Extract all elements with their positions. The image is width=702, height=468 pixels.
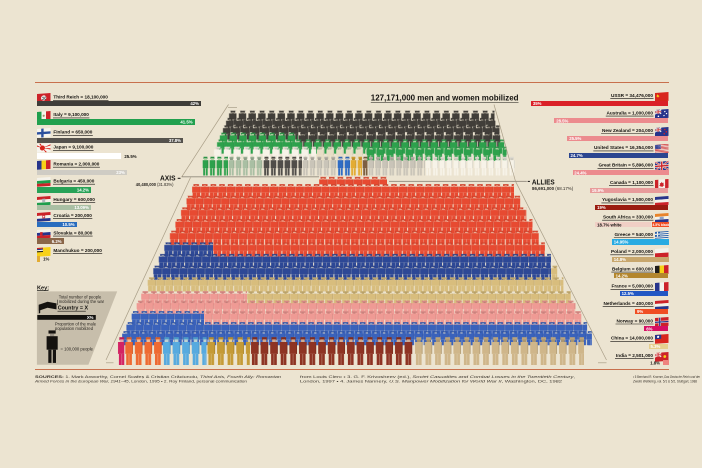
svg-text:population mobilized: population mobilized xyxy=(55,326,94,331)
svg-text:India = 2,501,000: India = 2,501,000 xyxy=(616,353,653,359)
svg-text:4.5% black: 4.5% black xyxy=(653,223,670,227)
svg-text:Canada = 1,100,000: Canada = 1,100,000 xyxy=(610,180,653,186)
svg-text:6.2%: 6.2% xyxy=(52,239,62,244)
svg-text:5.3%: 5.3% xyxy=(651,344,661,349)
svg-text:Hungary = 600,000: Hungary = 600,000 xyxy=(53,197,95,203)
svg-text:Japan = 9,100,000: Japan = 9,100,000 xyxy=(53,145,93,151)
svg-text:Bulgaria = 450,000: Bulgaria = 450,000 xyxy=(53,178,94,184)
svg-text:Australia = 1,000,000: Australia = 1,000,000 xyxy=(607,110,654,116)
svg-text:mobilized during the war: mobilized during the war xyxy=(59,299,105,304)
svg-text:19%: 19% xyxy=(597,205,606,210)
svg-text:Armed Forces in the European W: Armed Forces in the European War, 1941–4… xyxy=(34,378,247,383)
svg-text:London, 1997 • 4. James Nanner: London, 1997 • 4. James Nannery, U.S. Ma… xyxy=(300,378,562,383)
svg-text:37.8%: 37.8% xyxy=(169,138,181,143)
svg-text:24.7%: 24.7% xyxy=(571,153,583,158)
svg-text:United States = 16,354,000: United States = 16,354,000 xyxy=(594,145,653,151)
svg-text:10.5%: 10.5% xyxy=(62,222,74,227)
svg-text:Third Reich = 18,100,000: Third Reich = 18,100,000 xyxy=(53,95,108,101)
svg-text:6%: 6% xyxy=(646,326,652,331)
svg-text:Romania = 2,000,000: Romania = 2,000,000 xyxy=(53,161,99,167)
svg-text:Croatia = 200,000: Croatia = 200,000 xyxy=(53,213,92,219)
svg-text:AXIS: AXIS xyxy=(160,173,176,182)
svg-text:South Africa = 330,000: South Africa = 330,000 xyxy=(603,214,653,220)
svg-text:23%: 23% xyxy=(116,170,125,175)
svg-text:1%: 1% xyxy=(43,256,49,261)
svg-text:= 100,000 people: = 100,000 people xyxy=(61,346,94,351)
svg-text:Netherlands = 400,000: Netherlands = 400,000 xyxy=(604,301,654,307)
svg-text:25.5%: 25.5% xyxy=(124,154,136,159)
svg-text:42%: 42% xyxy=(190,101,199,106)
svg-text:Finland = 650,000: Finland = 650,000 xyxy=(53,130,92,136)
svg-text:14.8%: 14.8% xyxy=(614,257,626,262)
svg-text:Zweite Weltkrieg, vol. 5/1 & 5: Zweite Weltkrieg, vol. 5/1 & 5/2, Stuttg… xyxy=(632,378,697,383)
svg-text:86,691,000 (68.17%): 86,691,000 (68.17%) xyxy=(532,186,574,192)
svg-text:13.09%: 13.09% xyxy=(74,205,89,210)
svg-text:USSR = 34,476,000: USSR = 34,476,000 xyxy=(611,93,653,99)
svg-text:X%: X% xyxy=(87,315,94,320)
svg-text:28.5%: 28.5% xyxy=(556,118,568,123)
svg-text:9%: 9% xyxy=(637,309,643,314)
svg-text:China = 14,000,000: China = 14,000,000 xyxy=(611,336,653,342)
svg-text:ALLIES: ALLIES xyxy=(532,178,555,187)
svg-text:SOURCES: 1. Mark Axworthy, Cor: SOURCES: 1. Mark Axworthy, Cornel Scafeș… xyxy=(35,374,281,379)
svg-text:Proportion of the male: Proportion of the male xyxy=(55,322,97,327)
svg-text:Great Britain = 5,896,000: Great Britain = 5,896,000 xyxy=(599,163,654,169)
svg-text:Manchukuo = 200,000: Manchukuo = 200,000 xyxy=(53,248,102,254)
svg-text:Belgium = 600,000: Belgium = 600,000 xyxy=(612,266,653,272)
svg-text:from Louis Clerc • 3. G. F. Kr: from Louis Clerc • 3. G. F. Krivosheev (… xyxy=(300,374,575,379)
svg-text:14.2%: 14.2% xyxy=(616,273,628,278)
svg-text:Slovakia = 80,000: Slovakia = 80,000 xyxy=(53,230,92,236)
svg-text:19.9%: 19.9% xyxy=(592,188,604,193)
svg-text:Norway = 90,000: Norway = 90,000 xyxy=(617,318,654,324)
svg-text:14.2%: 14.2% xyxy=(77,187,89,192)
svg-text:Yugoslavia = 1,500,000: Yugoslavia = 1,500,000 xyxy=(602,197,653,203)
svg-text:41.5%: 41.5% xyxy=(180,120,192,125)
svg-text:35%: 35% xyxy=(533,101,542,106)
svg-text:Country = X: Country = X xyxy=(58,306,89,312)
svg-text:Greece = 540,000: Greece = 540,000 xyxy=(615,232,654,238)
svg-text:Key:: Key: xyxy=(37,285,49,291)
svg-text:1.8%: 1.8% xyxy=(650,360,660,365)
svg-text:Italy = 9,100,000: Italy = 9,100,000 xyxy=(53,112,89,118)
svg-text:Total number of people: Total number of people xyxy=(59,294,102,299)
svg-text:• 5 Bernhard R. Kroener, Das D: • 5 Bernhard R. Kroener, Das Deutsche Re… xyxy=(633,374,700,379)
svg-text:127,171,000 men and women mobi: 127,171,000 men and women mobilized xyxy=(371,92,519,102)
svg-text:25.5%: 25.5% xyxy=(569,136,581,141)
svg-text:France = 5,000,000: France = 5,000,000 xyxy=(612,284,654,290)
svg-text:New Zealand = 204,000: New Zealand = 204,000 xyxy=(602,128,653,134)
svg-text:14.95%: 14.95% xyxy=(614,240,629,245)
svg-text:24.4%: 24.4% xyxy=(574,170,586,175)
svg-text:Poland = 2,000,000: Poland = 2,000,000 xyxy=(611,249,653,255)
svg-text:12.5%: 12.5% xyxy=(622,291,634,296)
svg-text:18.7% white: 18.7% white xyxy=(597,222,622,227)
svg-text:40,480,000 (31.83%): 40,480,000 (31.83%) xyxy=(136,182,174,188)
